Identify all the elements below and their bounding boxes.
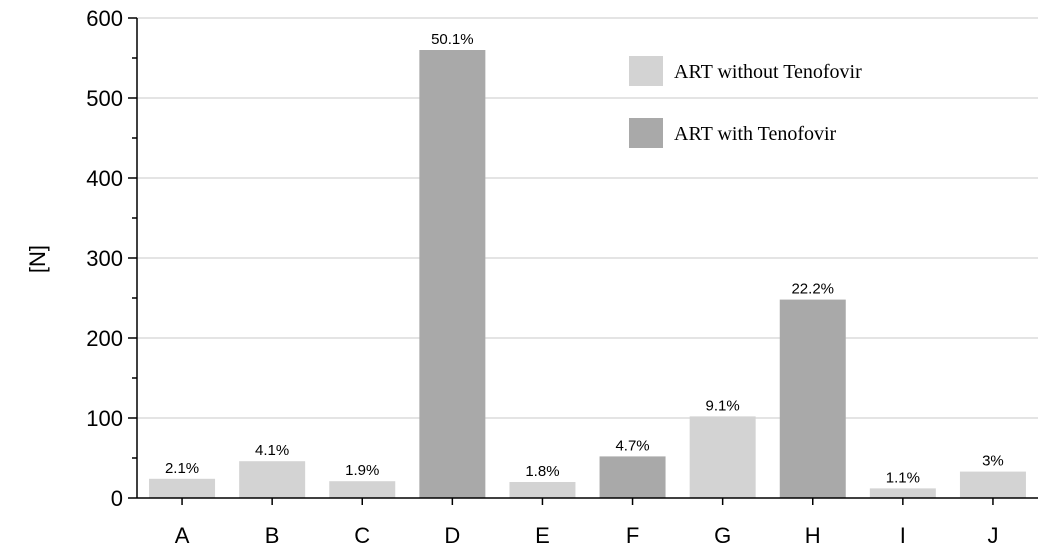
legend-swatch-1 [629,56,663,86]
bar-C [329,481,396,498]
bar-E [509,482,576,498]
x-tick-label-B: B [265,523,280,548]
data-label-A: 2.1% [165,460,199,477]
bar-G [689,416,756,498]
legend: ART without Tenofovir ART with Tenofovir [629,56,862,148]
gridlines [137,17,1038,419]
x-tick-label-C: C [354,523,370,548]
data-label-D: 50.1% [431,31,474,48]
data-label-F: 4.7% [615,437,649,454]
y-tick-label-400: 400 [86,166,123,191]
x-tick-label-H: H [805,523,821,548]
y-tick-label-100: 100 [86,406,123,431]
legend-label-1: ART without Tenofovir [674,61,862,83]
data-labels: 2.1% 4.1% 1.9% 50.1% 1.8% 4.7% 9.1% 22.2% 1.1% 3% [165,31,1004,486]
x-axis: A B C D E F G H I J [137,497,1038,548]
data-label-G: 9.1% [706,397,740,414]
y-tick-label-0: 0 [111,486,123,511]
data-label-J: 3% [982,453,1004,470]
bar-A [149,478,216,498]
y-tick-label-500: 500 [86,86,123,111]
x-tick-label-G: G [714,523,731,548]
bar-J [959,471,1026,498]
legend-swatch-2 [629,118,663,148]
data-label-I: 1.1% [886,469,920,486]
y-tick-label-200: 200 [86,326,123,351]
y-tick-label-600: 600 [86,6,123,31]
bar-H [779,299,846,498]
data-label-E: 1.8% [525,463,559,480]
bars [149,50,1026,498]
legend-label-2: ART with Tenofovir [674,123,837,145]
y-axis: 0 100 200 300 400 500 600 [86,6,138,511]
x-tick-label-F: F [626,523,639,548]
bar-F [599,456,666,498]
y-tick-label-300: 300 [86,246,123,271]
x-tick-label-A: A [175,523,190,548]
y-axis-title: [N] [25,245,50,273]
bar-D [419,50,486,498]
data-label-H: 22.2% [791,281,834,298]
x-tick-label-J: J [987,523,998,548]
x-tick-label-I: I [900,523,906,548]
x-tick-label-D: D [444,523,460,548]
data-label-C: 1.9% [345,462,379,479]
data-label-B: 4.1% [255,442,289,459]
bar-I [869,488,936,498]
bar-B [239,461,306,498]
x-tick-label-E: E [535,523,550,548]
